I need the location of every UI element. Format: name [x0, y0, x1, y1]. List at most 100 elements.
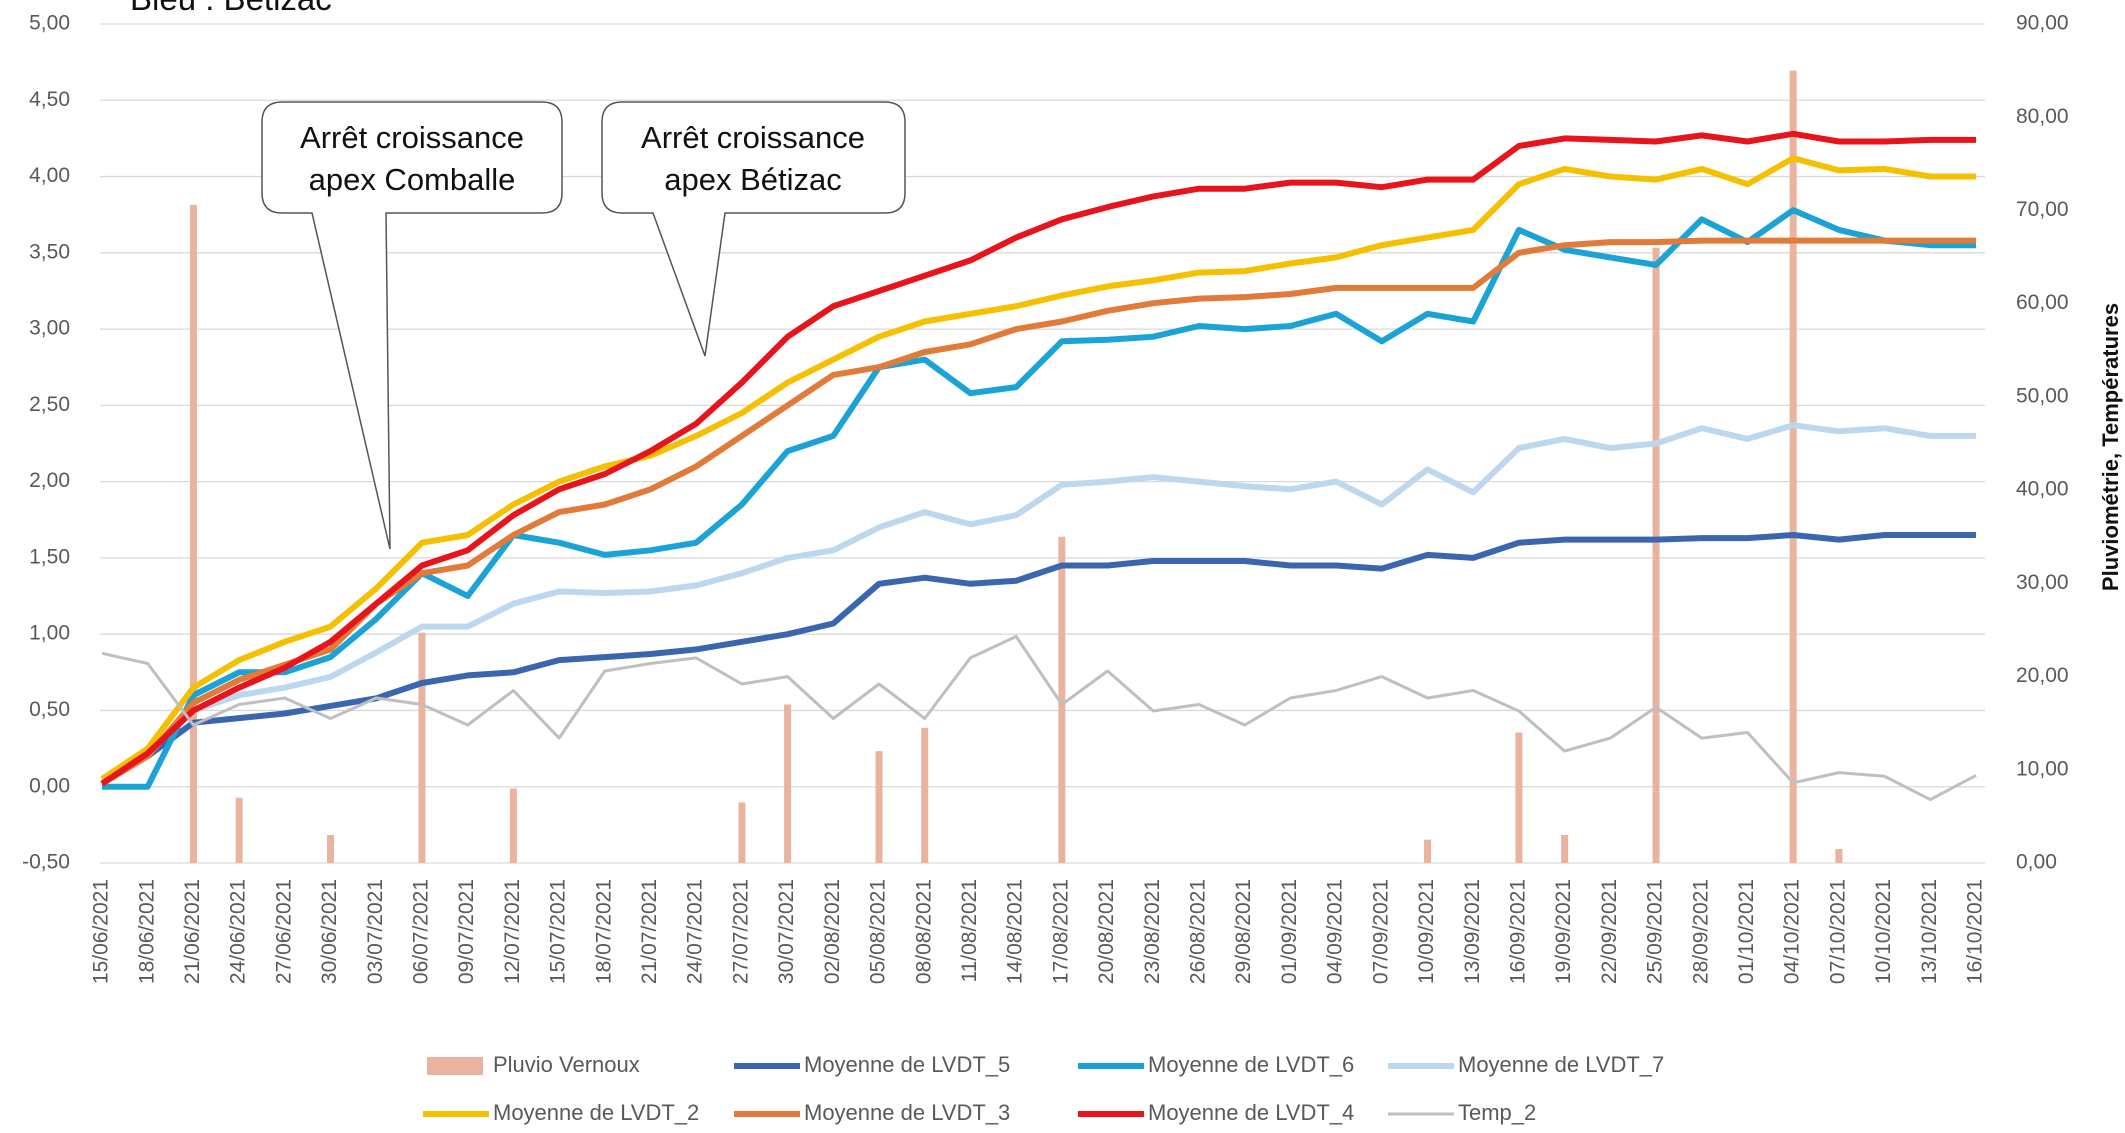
bar: [1652, 247, 1660, 863]
line: [100, 130, 1976, 787]
legend-label: Moyenne de LVDT_7: [1458, 1052, 1664, 1077]
x-tick-label: 08/08/2021: [912, 879, 935, 984]
x-tick-label: 18/07/2021: [592, 879, 615, 984]
line: [101, 635, 1977, 802]
x-tick-label: 07/09/2021: [1369, 879, 1392, 984]
bar: [921, 727, 929, 863]
x-tick-label: 03/07/2021: [364, 879, 387, 984]
y2-tick-label: 0,00: [2016, 851, 2057, 874]
x-tick-label: 15/07/2021: [547, 879, 570, 984]
callout-shape: [261, 101, 563, 550]
callout-text: Arrêt croissance: [300, 120, 524, 155]
y2-tick-label: 30,00: [2016, 571, 2069, 594]
bar: [1789, 70, 1797, 864]
x-tick-label: 10/10/2021: [1872, 879, 1895, 984]
y-tick-label: 5,00: [29, 12, 70, 35]
y-tick-label: 0,00: [29, 774, 70, 797]
legend-label: Temp_2: [1458, 1100, 1536, 1125]
x-tick-label: 15/06/2021: [90, 879, 113, 984]
x-tick-label: 29/08/2021: [1232, 879, 1255, 984]
y-tick-label: 4,50: [29, 88, 70, 111]
x-tick-label: 04/09/2021: [1324, 879, 1347, 984]
callout: Arrêt croissance apex Bétizac: [601, 101, 906, 357]
bar: [418, 632, 426, 863]
legend-label: Moyenne de LVDT_3: [804, 1100, 1010, 1125]
callout-shape: [601, 101, 906, 357]
callout-text: apex Bétizac: [664, 162, 842, 197]
bar: [509, 788, 517, 863]
x-tick-label: 10/09/2021: [1415, 879, 1438, 984]
x-tick-label: 24/06/2021: [227, 879, 250, 984]
y-tick-label: -0,50: [22, 851, 70, 874]
x-tick-label: 05/08/2021: [867, 879, 890, 984]
y-tick-label: 3,50: [29, 240, 70, 263]
legend-swatch: [427, 1057, 483, 1075]
x-tick-label: 21/06/2021: [181, 879, 204, 984]
legend-label: Pluvio Vernoux: [493, 1052, 640, 1077]
legend-label: Moyenne de LVDT_2: [493, 1100, 699, 1125]
y2-tick-label: 70,00: [2016, 198, 2069, 221]
line: [100, 422, 1976, 782]
y-tick-label: 1,50: [29, 545, 70, 568]
chart-title: Bleu : Bétizac: [130, 0, 332, 17]
x-tick-label: 14/08/2021: [1004, 879, 1027, 984]
y2-tick-label: 50,00: [2016, 384, 2069, 407]
x-tick-label: 27/07/2021: [729, 879, 752, 984]
callout-text: Arrêt croissance: [641, 120, 865, 155]
x-tick-label: 04/10/2021: [1781, 879, 1804, 984]
y-tick-label: 0,50: [29, 698, 70, 721]
x-tick-label: 17/08/2021: [1049, 879, 1072, 984]
line: [100, 532, 1976, 782]
bar: [1424, 839, 1432, 863]
legend-label: Moyenne de LVDT_6: [1148, 1052, 1354, 1077]
line: [100, 237, 1976, 787]
bar: [1058, 536, 1066, 863]
callout-text: apex Comballe: [309, 162, 516, 197]
x-tick-label: 18/06/2021: [135, 879, 158, 984]
x-tick-label: 01/10/2021: [1735, 879, 1758, 984]
y2-tick-label: 60,00: [2016, 291, 2069, 314]
y2-axis-label: Pluviométrie, Températures: [2098, 303, 2123, 591]
bar: [1561, 835, 1569, 863]
legend-label: Moyenne de LVDT_4: [1148, 1100, 1354, 1125]
x-tick-label: 16/10/2021: [1964, 879, 1987, 984]
x-tick-label: 30/06/2021: [318, 879, 341, 984]
bar: [189, 204, 197, 864]
plot-area: -0,50 0,00 0,50 1,00 1,50 2,00 2,50 3,00 3,50 4,0…: [22, 12, 2068, 985]
x-tick-label: 26/08/2021: [1187, 879, 1210, 984]
bar: [1515, 732, 1523, 863]
bar: [784, 704, 792, 863]
y2-tick-label: 20,00: [2016, 664, 2069, 687]
x-tick-label: 21/07/2021: [638, 879, 661, 984]
x-tick-label: 13/09/2021: [1461, 879, 1484, 984]
line: [100, 155, 1976, 782]
x-tick-label: 27/06/2021: [272, 879, 295, 984]
bar: [875, 751, 883, 863]
y2-tick-label: 90,00: [2016, 12, 2069, 35]
x-tick-label: 19/09/2021: [1552, 879, 1575, 984]
x-tick-label: 07/10/2021: [1826, 879, 1849, 984]
x-tick-label: 09/07/2021: [455, 879, 478, 984]
x-tick-label: 23/08/2021: [1141, 879, 1164, 984]
x-tick-label: 22/09/2021: [1598, 879, 1621, 984]
x-tick-label: 06/07/2021: [409, 879, 432, 984]
y-tick-label: 1,00: [29, 622, 70, 645]
x-tick-label: 11/08/2021: [958, 879, 981, 983]
bar: [738, 802, 746, 863]
y2-tick-label: 40,00: [2016, 478, 2069, 501]
legend-label: Moyenne de LVDT_5: [804, 1052, 1010, 1077]
x-tick-label: 02/08/2021: [821, 879, 844, 984]
y-tick-label: 3,00: [29, 317, 70, 340]
x-tick-label: 25/09/2021: [1644, 879, 1667, 984]
x-tick-label: 28/09/2021: [1689, 879, 1712, 984]
x-tick-label: 12/07/2021: [501, 879, 524, 984]
bar: [327, 835, 335, 863]
y-tick-label: 4,00: [29, 164, 70, 187]
x-tick-label: 24/07/2021: [684, 879, 707, 984]
bar: [235, 797, 243, 863]
x-tick-label: 16/09/2021: [1506, 879, 1529, 984]
x-tick-label: 13/10/2021: [1918, 879, 1941, 984]
x-tick-label: 30/07/2021: [775, 879, 798, 984]
y2-tick-label: 10,00: [2016, 757, 2069, 780]
